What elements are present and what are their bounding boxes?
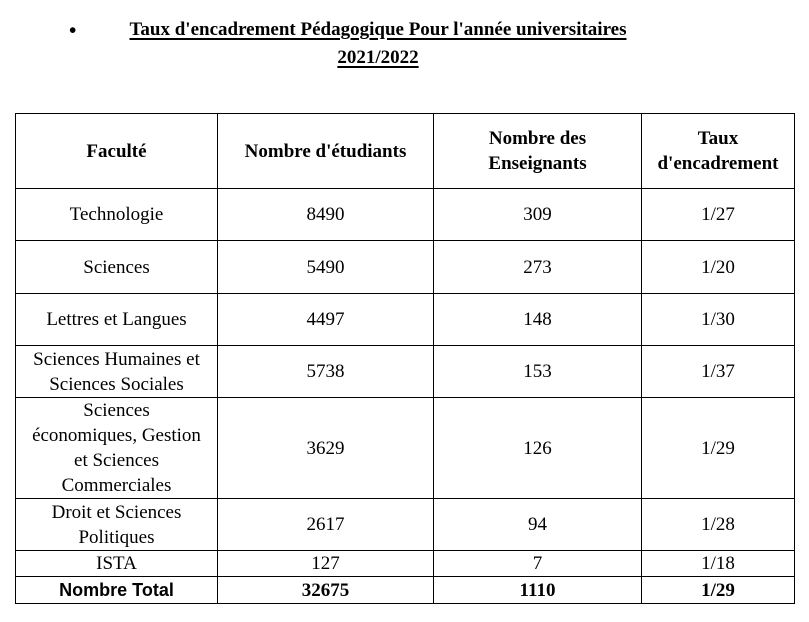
cell-total-taux: 1/29 — [641, 576, 795, 604]
header-taux-encadrement: Taux d'encadrement — [641, 113, 795, 189]
page-title-line1: Taux d'encadrement Pédagogique Pour l'an… — [129, 19, 627, 40]
table-header-row: Faculté Nombre d'étudiants Nombre des En… — [15, 113, 795, 189]
cell-enseignants: 273 — [433, 240, 642, 294]
cell-etudiants: 3629 — [217, 397, 434, 499]
cell-enseignants: 309 — [433, 188, 642, 241]
cell-taux: 1/18 — [641, 550, 795, 577]
page-title: Taux d'encadrement Pédagogique Pour l'an… — [85, 16, 671, 72]
cell-faculte: Lettres et Langues — [15, 293, 218, 346]
table-row-droit: Droit et Sciences Politiques 2617 94 1/2… — [15, 498, 795, 551]
cell-taux: 1/30 — [641, 293, 795, 346]
cell-taux: 1/20 — [641, 240, 795, 294]
cell-enseignants: 7 — [433, 550, 642, 577]
header-faculte: Faculté — [15, 113, 218, 189]
cell-enseignants: 153 — [433, 345, 642, 398]
cell-etudiants: 5738 — [217, 345, 434, 398]
cell-etudiants: 5490 — [217, 240, 434, 294]
cell-faculte: Technologie — [15, 188, 218, 241]
title-bullet: • — [69, 18, 77, 42]
cell-enseignants: 148 — [433, 293, 642, 346]
table-row-sciences-economiques: Sciences économiques, Gestion et Science… — [15, 397, 795, 499]
cell-total-label: Nombre Total — [15, 576, 218, 604]
cell-faculte: Sciences Humaines et Sciences Sociales — [15, 345, 218, 398]
encadrement-table: Faculté Nombre d'étudiants Nombre des En… — [15, 113, 795, 604]
table-row-lettres-langues: Lettres et Langues 4497 148 1/30 — [15, 293, 795, 346]
cell-faculte: Sciences économiques, Gestion et Science… — [15, 397, 218, 499]
cell-taux: 1/37 — [641, 345, 795, 398]
cell-enseignants: 126 — [433, 397, 642, 499]
cell-etudiants: 2617 — [217, 498, 434, 551]
cell-etudiants: 8490 — [217, 188, 434, 241]
cell-etudiants: 127 — [217, 550, 434, 577]
header-nombre-enseignants: Nombre des Enseignants — [433, 113, 642, 189]
header-nombre-etudiants: Nombre d'étudiants — [217, 113, 434, 189]
cell-faculte: ISTA — [15, 550, 218, 577]
table-row-sciences-humaines: Sciences Humaines et Sciences Sociales 5… — [15, 345, 795, 398]
cell-faculte: Droit et Sciences Politiques — [15, 498, 218, 551]
cell-taux: 1/28 — [641, 498, 795, 551]
page-title-line2: 2021/2022 — [337, 47, 419, 68]
cell-faculte: Sciences — [15, 240, 218, 294]
cell-etudiants: 4497 — [217, 293, 434, 346]
cell-enseignants: 94 — [433, 498, 642, 551]
table-row-ista: ISTA 127 7 1/18 — [15, 550, 795, 577]
cell-taux: 1/29 — [641, 397, 795, 499]
cell-total-enseignants: 1110 — [433, 576, 642, 604]
table-row-total: Nombre Total 32675 1110 1/29 — [15, 576, 795, 604]
cell-total-etudiants: 32675 — [217, 576, 434, 604]
table-row-technologie: Technologie 8490 309 1/27 — [15, 188, 795, 241]
table-row-sciences: Sciences 5490 273 1/20 — [15, 240, 795, 294]
cell-taux: 1/27 — [641, 188, 795, 241]
